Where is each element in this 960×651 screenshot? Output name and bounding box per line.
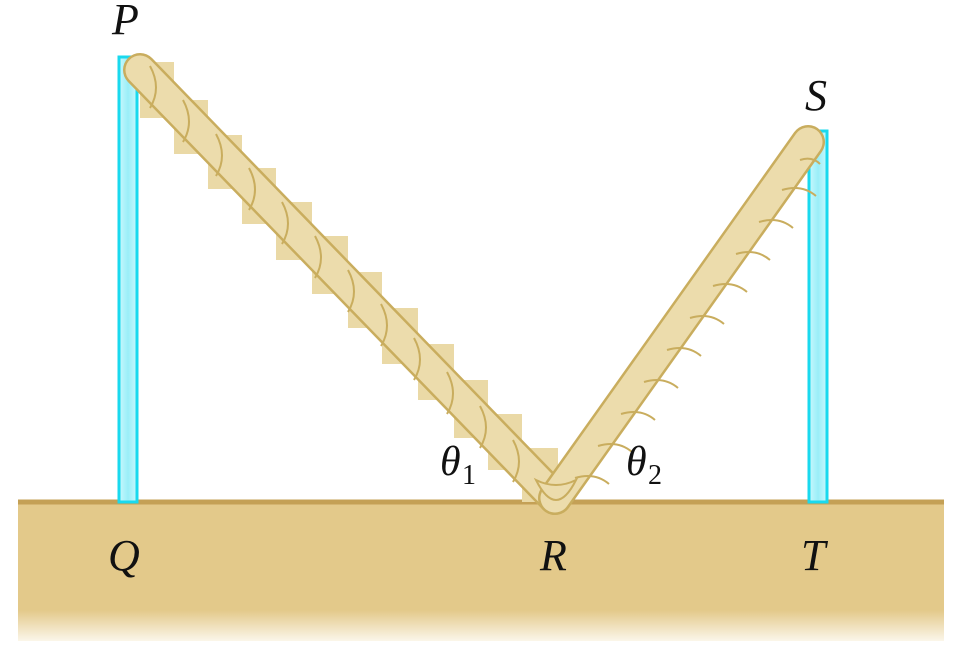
ground — [18, 499, 944, 641]
label-S: S — [805, 71, 827, 120]
label-T: T — [801, 531, 829, 580]
theta1-subscript: 1 — [462, 460, 476, 491]
rope-left-segment — [123, 53, 572, 515]
theta2-symbol: θ — [626, 439, 647, 485]
label-R: R — [539, 531, 567, 580]
rope-knot-R — [533, 477, 579, 501]
angle-label-theta2: θ 2 — [626, 439, 662, 491]
theta2-subscript: 2 — [648, 460, 662, 491]
label-P: P — [111, 0, 139, 44]
label-Q: Q — [108, 531, 140, 580]
rope-right-twists — [574, 157, 821, 485]
theta1-symbol: θ — [440, 439, 461, 485]
pole-left — [117, 55, 139, 504]
rope-right-segment — [538, 125, 825, 515]
angle-label-theta1: θ 1 — [440, 439, 476, 491]
pole-right — [807, 129, 829, 504]
rope-left-twists — [149, 65, 520, 483]
